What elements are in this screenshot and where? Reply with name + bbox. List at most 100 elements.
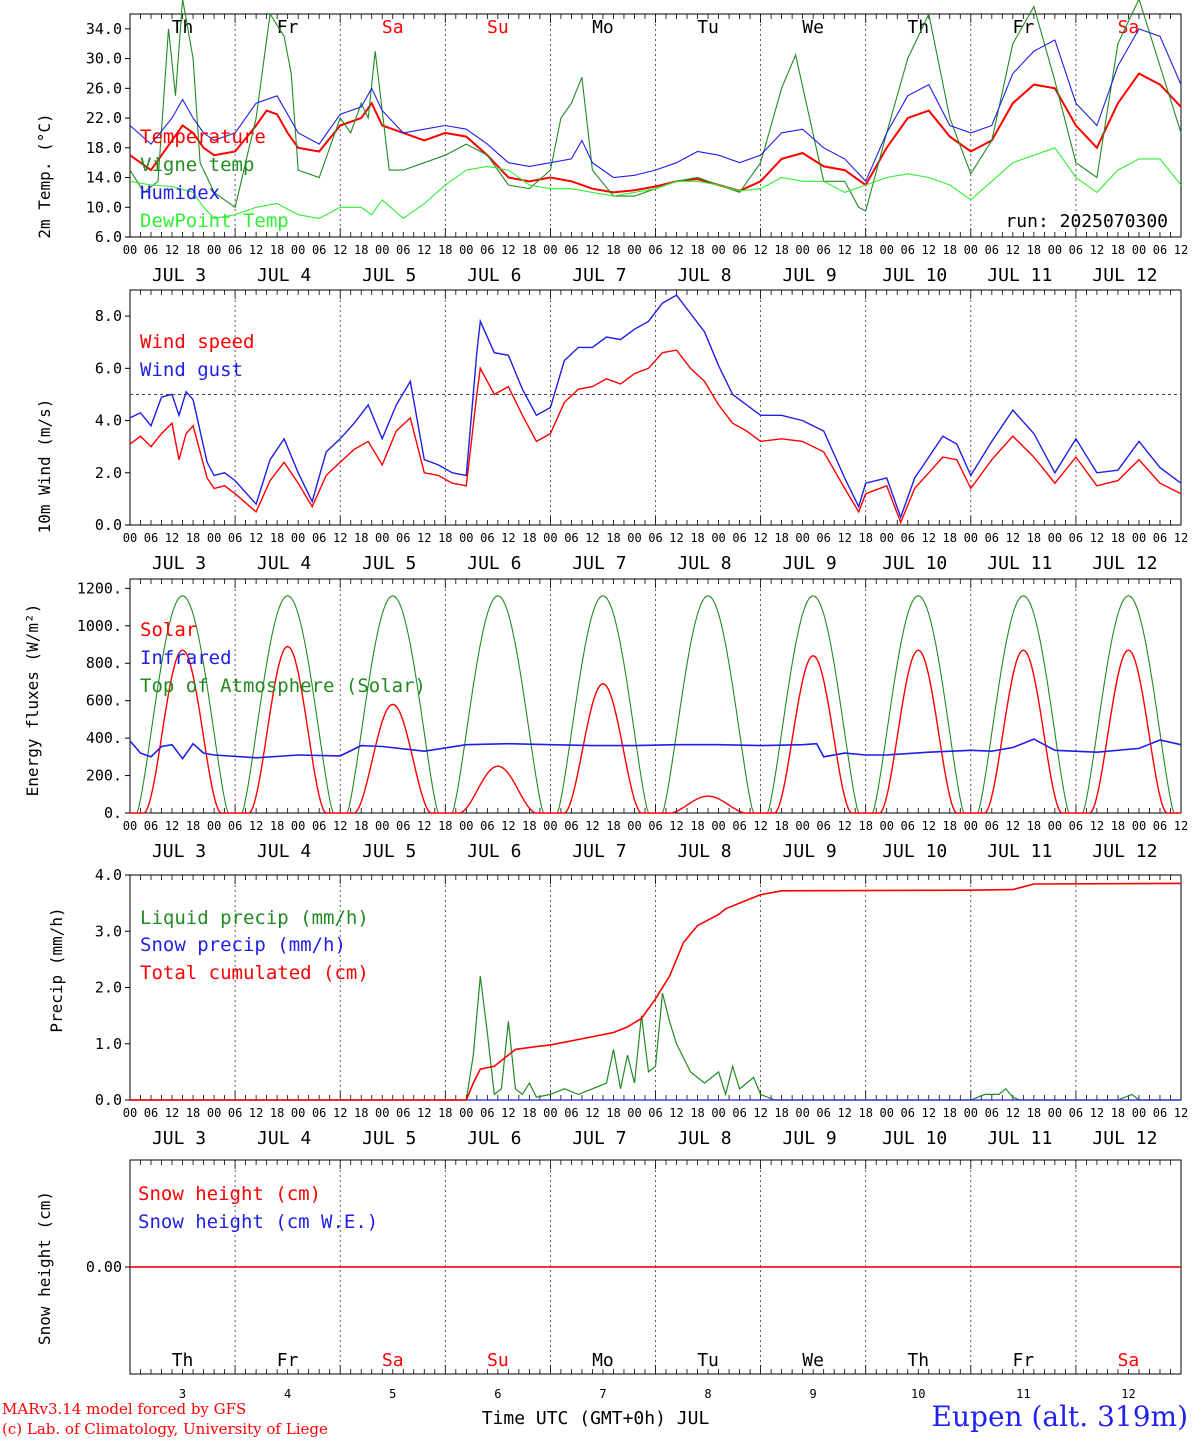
hour-tick-label: 06 xyxy=(816,1106,830,1120)
date-label: JUL 5 xyxy=(362,1128,416,1149)
hour-tick-label: 00 xyxy=(543,1106,557,1120)
hour-tick-label: 18 xyxy=(270,531,284,545)
hour-tick-label: 12 xyxy=(417,1106,431,1120)
hour-tick-label: 06 xyxy=(228,243,242,257)
hour-tick-label: 12 xyxy=(417,531,431,545)
hour-tick-label: 12 xyxy=(333,819,347,833)
hour-tick-label: 00 xyxy=(543,243,557,257)
hour-tick-label: 06 xyxy=(228,531,242,545)
date-label: JUL 8 xyxy=(677,841,731,862)
date-label: JUL 6 xyxy=(467,553,521,574)
hour-tick-label: 06 xyxy=(1069,531,1083,545)
hour-tick-label: 06 xyxy=(564,243,578,257)
day-name: Fr xyxy=(1013,1350,1035,1371)
hour-tick-label: 06 xyxy=(732,819,746,833)
hour-tick-label: 18 xyxy=(606,1106,620,1120)
hour-tick-label: 06 xyxy=(564,1106,578,1120)
hour-tick-label: 00 xyxy=(1048,531,1062,545)
hour-tick-label: 00 xyxy=(375,1106,389,1120)
hour-tick-label: 06 xyxy=(648,531,662,545)
hour-tick-label: 00 xyxy=(291,819,305,833)
date-label: JUL 7 xyxy=(572,841,626,862)
hour-tick-label: 18 xyxy=(186,819,200,833)
hour-tick-label: 18 xyxy=(522,819,536,833)
hour-tick-label: 06 xyxy=(648,243,662,257)
date-label: JUL 6 xyxy=(467,265,521,286)
hour-tick-label: 18 xyxy=(606,531,620,545)
day-number: 11 xyxy=(1016,1387,1030,1401)
hour-tick-label: 00 xyxy=(964,531,978,545)
hour-tick-label: 18 xyxy=(690,1106,704,1120)
hour-tick-label: 00 xyxy=(964,1106,978,1120)
hour-tick-label: 00 xyxy=(123,243,137,257)
hour-tick-label: 06 xyxy=(144,243,158,257)
y-tick-label: 200. xyxy=(86,767,122,785)
hour-tick-label: 06 xyxy=(985,243,999,257)
hour-tick-label: 12 xyxy=(333,1106,347,1120)
hour-tick-label: 06 xyxy=(732,1106,746,1120)
hour-tick-label: 12 xyxy=(417,243,431,257)
hour-tick-label: 06 xyxy=(1153,531,1167,545)
y-tick-label: 14.0 xyxy=(86,169,122,187)
hour-tick-label: 00 xyxy=(627,243,641,257)
run-annotation: run: 2025070300 xyxy=(1005,211,1168,232)
day-name: Su xyxy=(487,17,509,38)
hour-tick-label: 12 xyxy=(501,243,515,257)
hour-tick-label: 06 xyxy=(816,531,830,545)
hour-tick-label: 00 xyxy=(879,243,893,257)
date-label: JUL 7 xyxy=(572,553,626,574)
date-label: JUL 3 xyxy=(152,1128,206,1149)
y-tick-label: 1200. xyxy=(77,579,122,597)
hour-tick-label: 06 xyxy=(1153,243,1167,257)
y-tick-label: 0. xyxy=(104,804,122,822)
y-tick-label: 600. xyxy=(86,692,122,710)
date-label: JUL 11 xyxy=(987,841,1052,862)
hour-tick-label: 06 xyxy=(396,1106,410,1120)
hour-tick-label: 12 xyxy=(249,531,263,545)
hour-tick-label: 00 xyxy=(459,243,473,257)
date-label: JUL 6 xyxy=(467,1128,521,1149)
hour-tick-label: 06 xyxy=(1153,1106,1167,1120)
hour-tick-label: 12 xyxy=(669,243,683,257)
legend-entry: Solar xyxy=(140,619,197,641)
hour-tick-label: 06 xyxy=(816,819,830,833)
date-label: JUL 6 xyxy=(467,841,521,862)
day-name: Th xyxy=(907,17,929,38)
hour-tick-label: 18 xyxy=(606,243,620,257)
legend-entry: Humidex xyxy=(140,182,220,204)
date-label: JUL 9 xyxy=(783,841,837,862)
hour-tick-label: 12 xyxy=(585,531,599,545)
day-name: Fr xyxy=(277,17,299,38)
hour-tick-label: 18 xyxy=(943,243,957,257)
hour-tick-label: 12 xyxy=(417,819,431,833)
hour-tick-label: 06 xyxy=(312,243,326,257)
series-vigne-temp xyxy=(129,0,1182,212)
date-label: JUL 12 xyxy=(1092,841,1157,862)
date-label: JUL 8 xyxy=(677,553,731,574)
hour-tick-label: 06 xyxy=(901,531,915,545)
hour-tick-label: 18 xyxy=(774,531,788,545)
day-number: 5 xyxy=(389,1387,396,1401)
hour-tick-label: 18 xyxy=(1111,1106,1125,1120)
hour-tick-label: 18 xyxy=(354,531,368,545)
hour-tick-label: 18 xyxy=(690,243,704,257)
date-label: JUL 5 xyxy=(362,553,416,574)
hour-tick-label: 00 xyxy=(375,531,389,545)
hour-tick-label: 12 xyxy=(922,531,936,545)
hour-tick-label: 12 xyxy=(1006,531,1020,545)
hour-tick-label: 18 xyxy=(943,531,957,545)
y-axis-label: Precip (mm/h) xyxy=(47,907,66,1032)
legend-entry: Snow height (cm W.E.) xyxy=(138,1211,378,1233)
legend-entry: Temperature xyxy=(140,126,266,148)
day-name: Tu xyxy=(697,17,719,38)
date-label: JUL 5 xyxy=(362,265,416,286)
day-name: Tu xyxy=(697,1350,719,1371)
date-label: JUL 7 xyxy=(572,1128,626,1149)
hour-tick-label: 00 xyxy=(207,243,221,257)
y-tick-label: 30.0 xyxy=(86,50,122,68)
y-tick-label: 4.0 xyxy=(95,866,122,884)
hour-tick-label: 12 xyxy=(1090,819,1104,833)
day-name: Sa xyxy=(1118,1350,1140,1371)
series-solar xyxy=(130,645,1181,814)
